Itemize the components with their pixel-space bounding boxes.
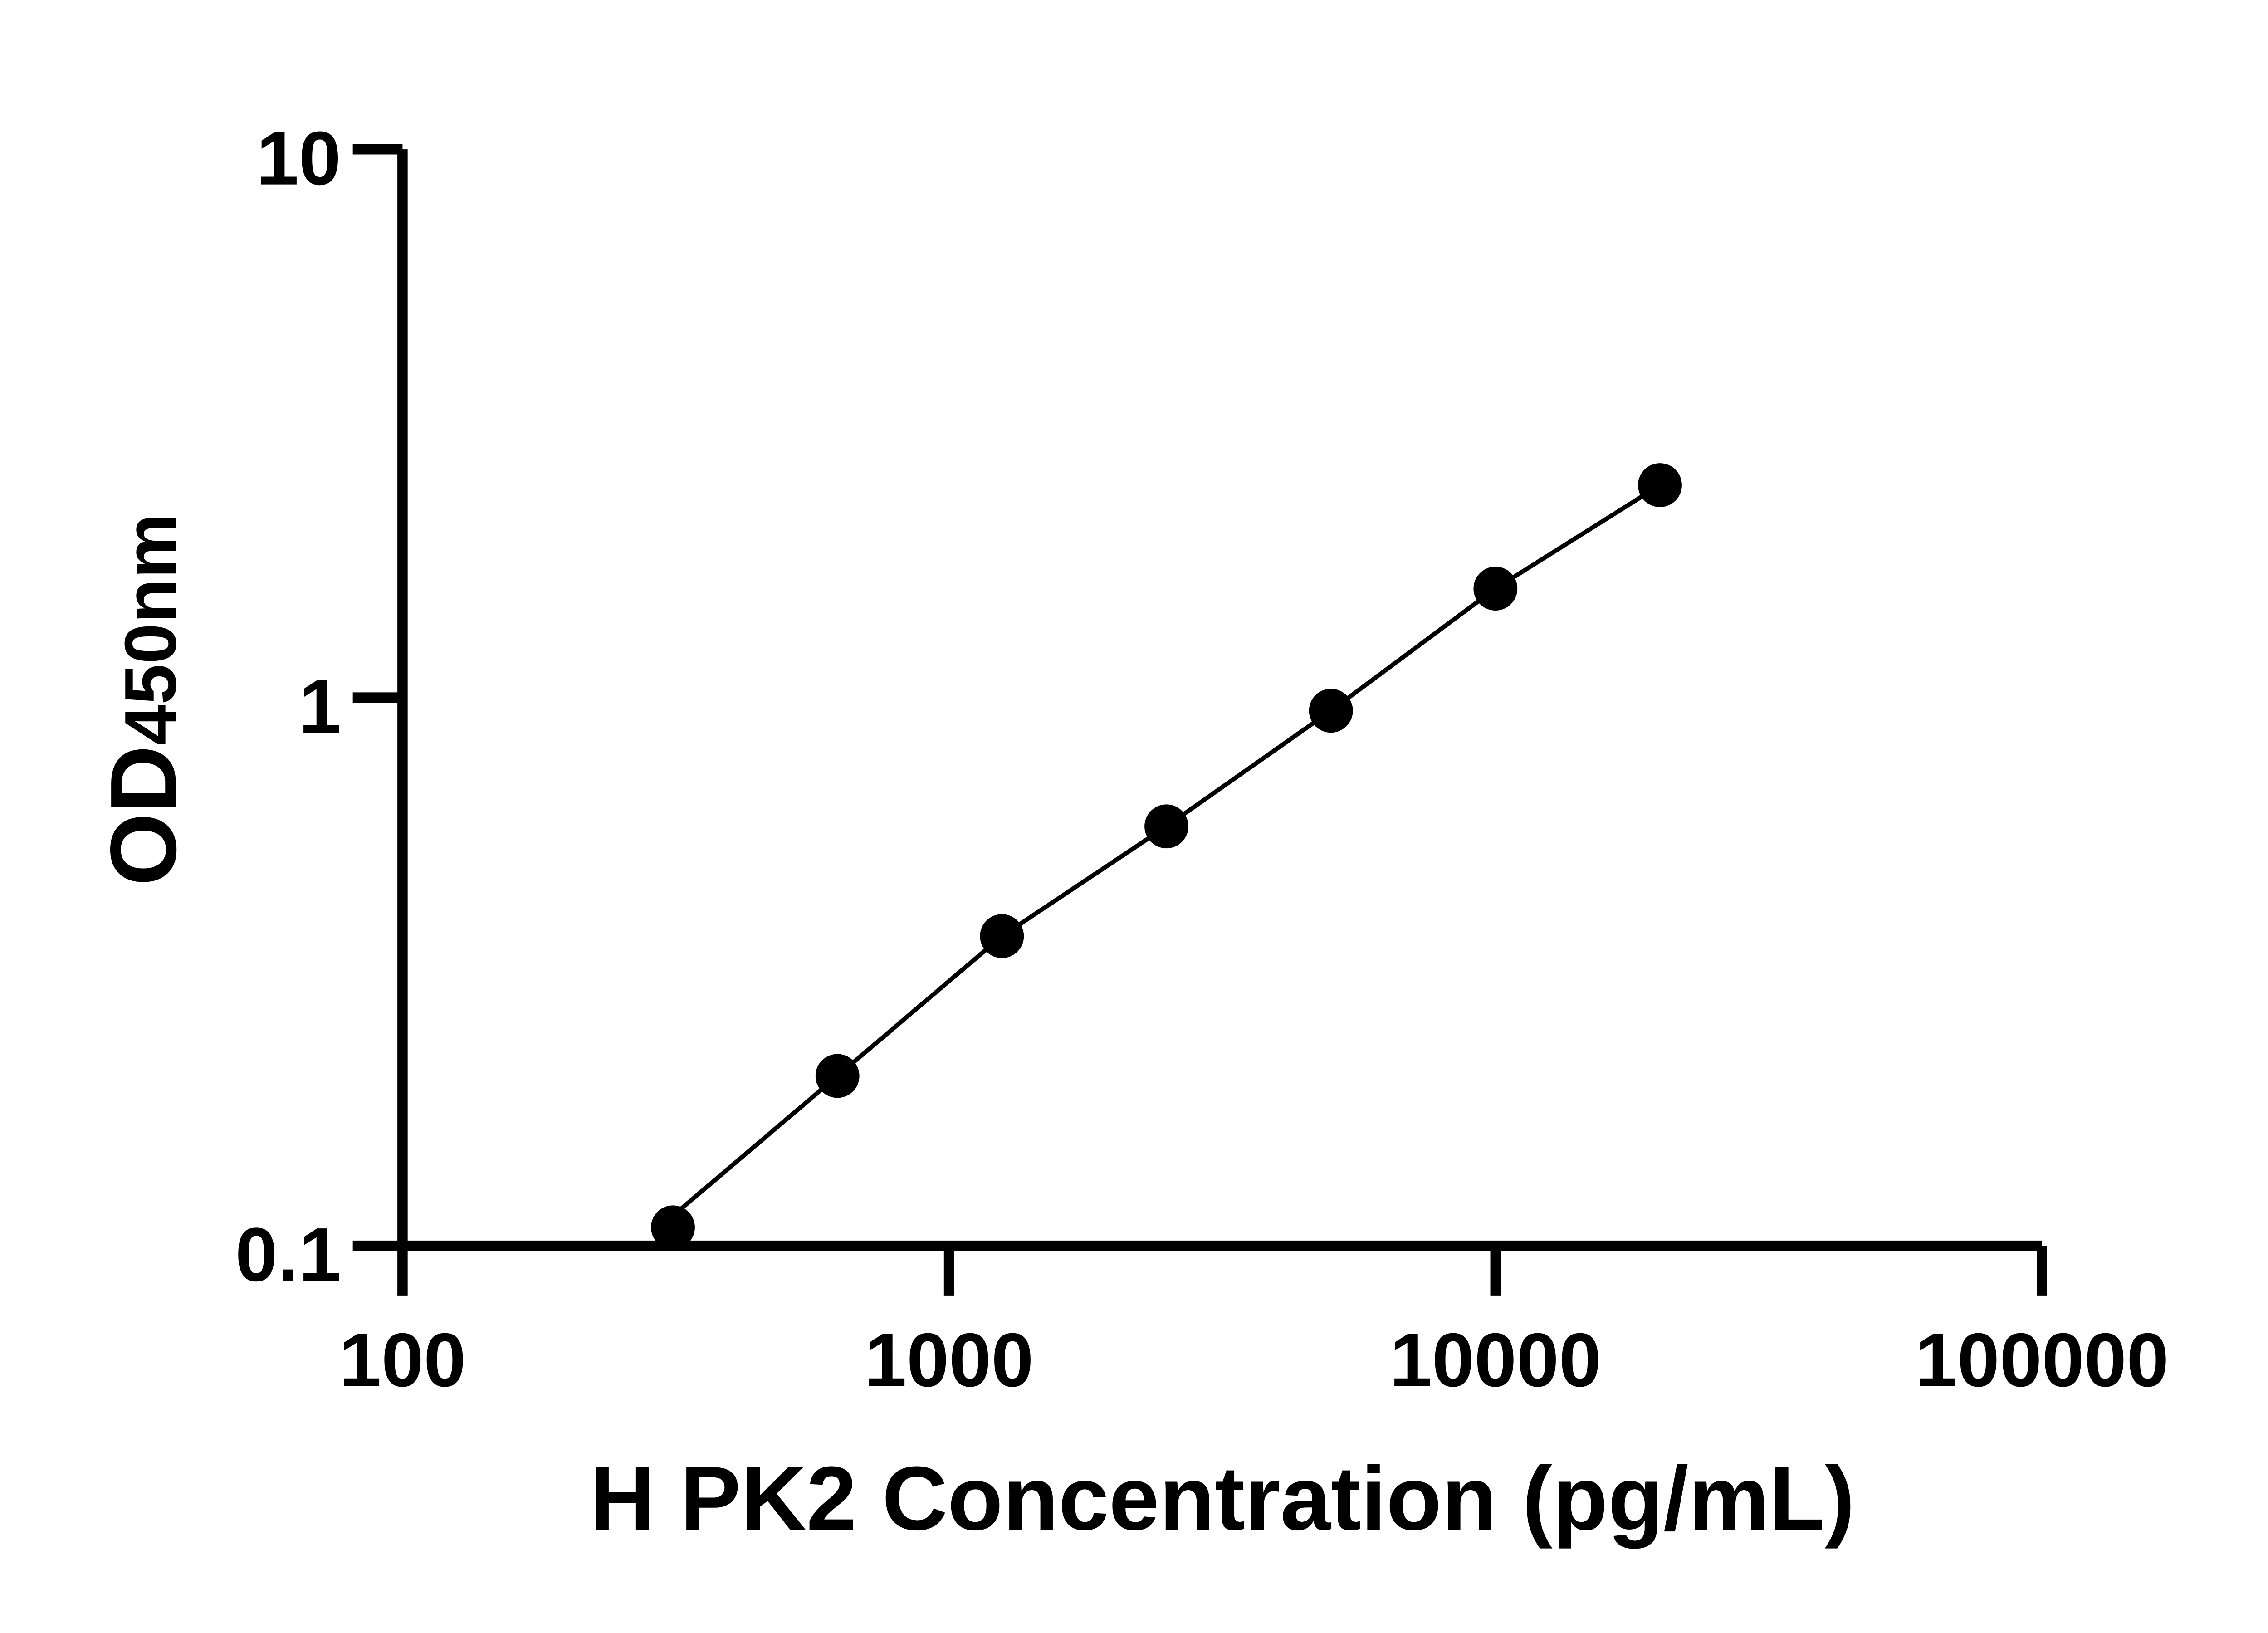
x-tick-label: 1000 (864, 1317, 1033, 1403)
y-axis-title-sub: 450nm (110, 513, 191, 745)
x-tick-label: 10000 (1390, 1317, 1602, 1403)
data-point (1309, 689, 1353, 733)
y-tick-label: 10 (256, 116, 341, 201)
data-point (815, 1054, 860, 1098)
data-points (651, 463, 1682, 1250)
x-axis-title: H PK2 Concentration (pg/mL) (590, 1448, 1855, 1549)
y-axis-title-main: OD (91, 745, 196, 886)
data-point (651, 1205, 695, 1250)
data-point (1638, 463, 1682, 507)
x-tick-label: 100 (339, 1317, 466, 1403)
y-tick-label: 0.1 (235, 1212, 341, 1297)
data-point (1144, 804, 1188, 849)
y-tick-label: 1 (299, 664, 341, 749)
data-point (1473, 567, 1518, 611)
axes (397, 149, 2042, 1251)
data-point (980, 914, 1024, 958)
x-tick-label: 100000 (1915, 1317, 2169, 1403)
y-axis-title: OD450nm (91, 513, 196, 886)
ticks: 100 1000 10000 100000 0.1 1 10 (235, 116, 2169, 1403)
